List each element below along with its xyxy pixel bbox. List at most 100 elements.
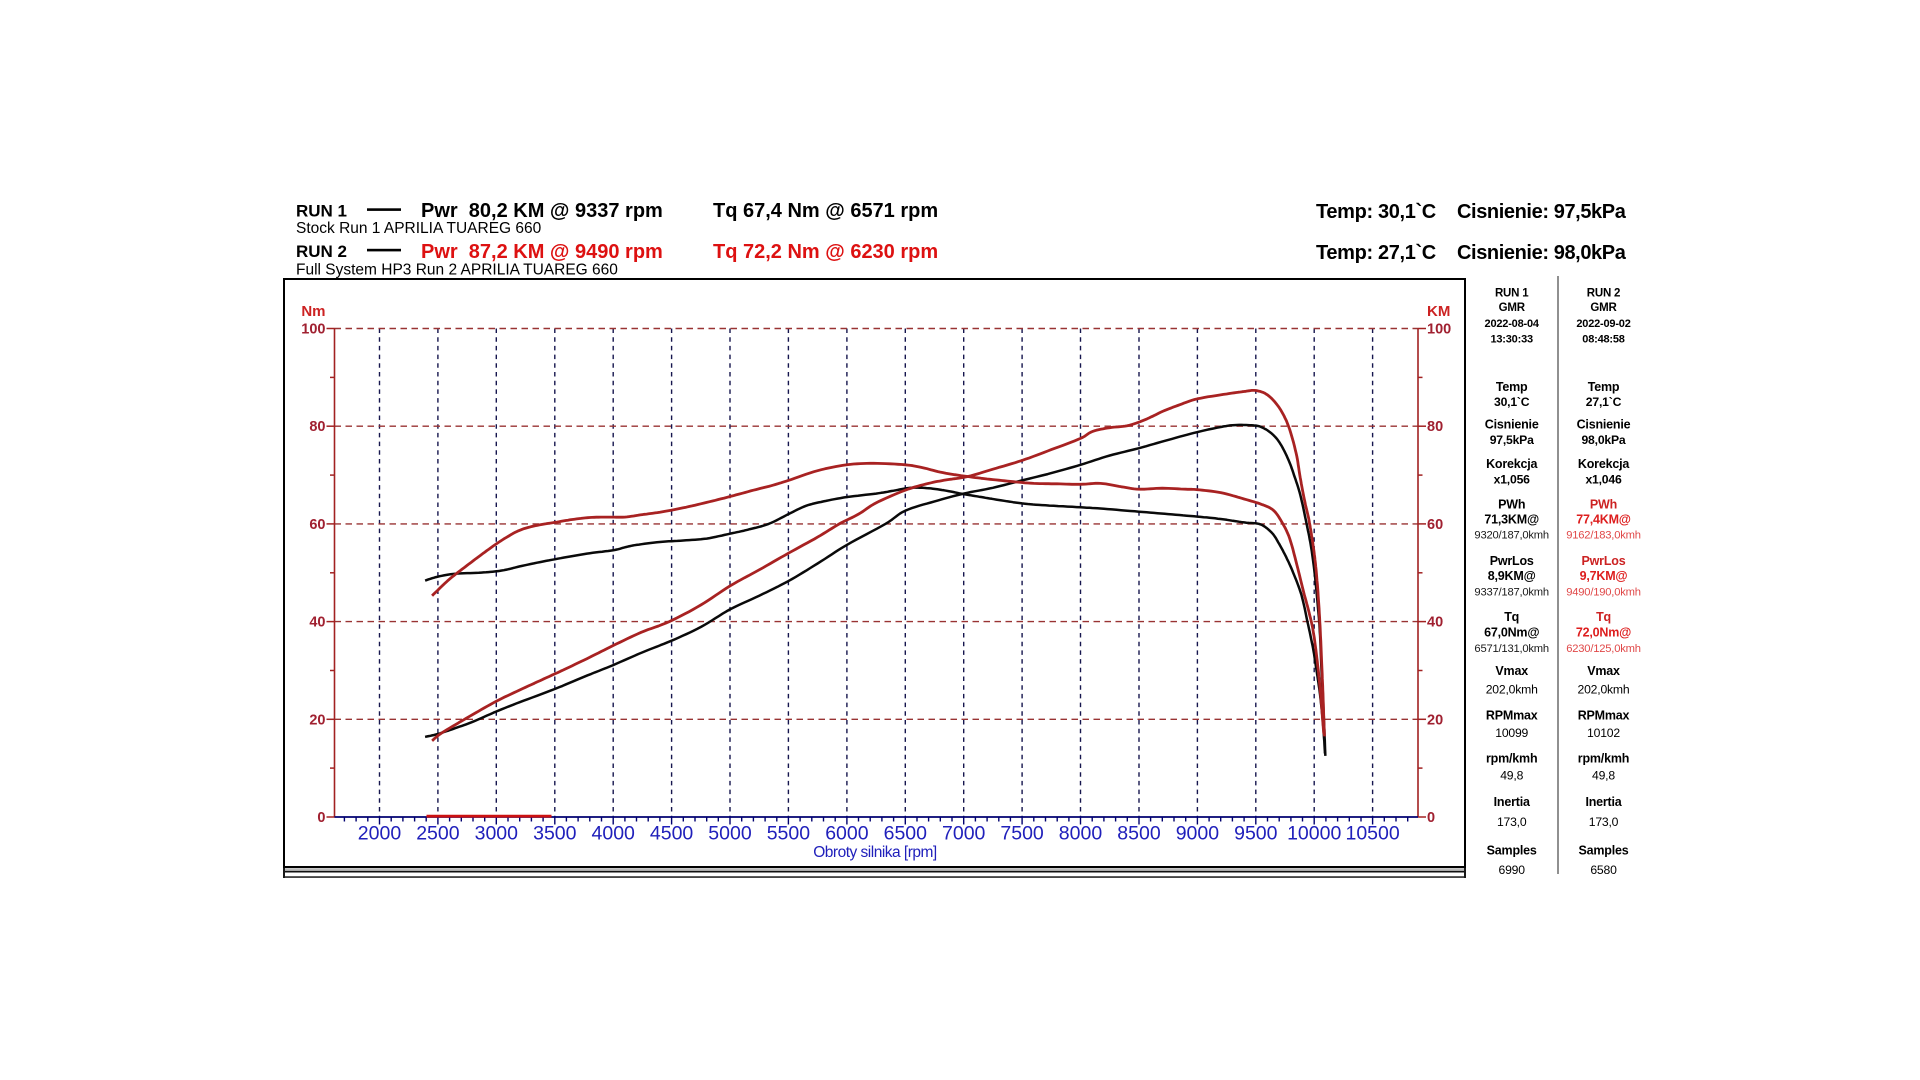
svg-text:9000: 9000 xyxy=(1176,823,1220,845)
svg-text:72,0Nm@: 72,0Nm@ xyxy=(1576,626,1631,640)
svg-text:80: 80 xyxy=(1427,419,1443,435)
svg-text:27,1`C: 27,1`C xyxy=(1586,395,1622,409)
svg-text:8500: 8500 xyxy=(1117,823,1161,845)
svg-text:PwrLos: PwrLos xyxy=(1490,554,1534,568)
svg-text:2500: 2500 xyxy=(416,823,460,845)
svg-text:6000: 6000 xyxy=(825,823,869,845)
svg-text:RUN 1: RUN 1 xyxy=(1495,288,1529,300)
svg-text:6571/131,0kmh: 6571/131,0kmh xyxy=(1474,643,1549,655)
svg-text:Korekcja: Korekcja xyxy=(1486,457,1538,471)
svg-text:173,0: 173,0 xyxy=(1589,815,1619,829)
svg-text:2022-08-04: 2022-08-04 xyxy=(1485,318,1540,330)
svg-text:Obroty silnika [rpm]: Obroty silnika [rpm] xyxy=(813,844,937,861)
svg-text:Full System HP3 Run 2 APRILIA: Full System HP3 Run 2 APRILIA TUAREG 660 xyxy=(296,262,618,279)
svg-text:2000: 2000 xyxy=(358,823,402,845)
svg-text:x1,046: x1,046 xyxy=(1585,473,1621,487)
svg-text:6580: 6580 xyxy=(1590,863,1617,877)
svg-text:PWh: PWh xyxy=(1498,498,1525,512)
svg-text:Tq: Tq xyxy=(1504,610,1519,624)
svg-text:PWh: PWh xyxy=(1590,498,1617,512)
svg-text:0: 0 xyxy=(317,810,325,826)
svg-text:67,0Nm@: 67,0Nm@ xyxy=(1484,626,1539,640)
svg-text:Temp: Temp xyxy=(1588,380,1620,394)
svg-text:10102: 10102 xyxy=(1587,726,1620,740)
svg-text:Korekcja: Korekcja xyxy=(1578,457,1630,471)
svg-text:RUN 2: RUN 2 xyxy=(1587,288,1621,300)
svg-text:6500: 6500 xyxy=(884,823,928,845)
svg-text:80: 80 xyxy=(309,419,325,435)
svg-text:KM: KM xyxy=(1427,303,1450,320)
svg-text:9162/183,0kmh: 9162/183,0kmh xyxy=(1566,530,1641,542)
svg-text:Samples: Samples xyxy=(1578,844,1628,858)
svg-text:Tq 67,4 Nm @ 6571 rpm: Tq 67,4 Nm @ 6571 rpm xyxy=(713,200,938,222)
svg-text:10000: 10000 xyxy=(1287,823,1341,845)
svg-text:RUN 1: RUN 1 xyxy=(296,202,347,221)
svg-text:08:48:58: 08:48:58 xyxy=(1582,334,1625,346)
svg-text:GMR: GMR xyxy=(1499,302,1526,314)
svg-text:RPMmax: RPMmax xyxy=(1486,708,1538,722)
svg-text:Nm: Nm xyxy=(301,303,325,320)
svg-text:3000: 3000 xyxy=(475,823,519,845)
svg-text:5000: 5000 xyxy=(708,823,752,845)
svg-text:8000: 8000 xyxy=(1059,823,1103,845)
svg-text:Vmax: Vmax xyxy=(1495,664,1528,678)
svg-text:rpm/kmh: rpm/kmh xyxy=(1486,752,1537,766)
svg-text:2022-09-02: 2022-09-02 xyxy=(1576,318,1630,330)
svg-text:Pwr 80,2 KM @ 9337 rpm: Pwr 80,2 KM @ 9337 rpm xyxy=(421,200,663,222)
svg-text:10099: 10099 xyxy=(1495,726,1528,740)
svg-text:5500: 5500 xyxy=(767,823,811,845)
svg-text:202,0kmh: 202,0kmh xyxy=(1486,682,1538,696)
svg-text:Temp: 30,1`C: Temp: 30,1`C xyxy=(1316,201,1436,223)
svg-text:7500: 7500 xyxy=(1000,823,1044,845)
svg-text:4000: 4000 xyxy=(592,823,636,845)
svg-text:Vmax: Vmax xyxy=(1587,664,1620,678)
svg-text:202,0kmh: 202,0kmh xyxy=(1578,682,1630,696)
svg-text:100: 100 xyxy=(1427,322,1451,338)
svg-text:Cisnienie: Cisnienie xyxy=(1577,418,1631,432)
svg-text:Inertia: Inertia xyxy=(1585,795,1622,809)
svg-text:PwrLos: PwrLos xyxy=(1582,554,1626,568)
svg-text:13:30:33: 13:30:33 xyxy=(1490,334,1533,346)
svg-text:173,0: 173,0 xyxy=(1497,815,1527,829)
svg-text:97,5kPa: 97,5kPa xyxy=(1490,433,1534,447)
svg-text:100: 100 xyxy=(301,322,325,338)
svg-text:40: 40 xyxy=(309,615,325,631)
svg-text:9320/187,0kmh: 9320/187,0kmh xyxy=(1474,530,1549,542)
svg-text:Temp: 27,1`C: Temp: 27,1`C xyxy=(1316,242,1436,264)
svg-text:Samples: Samples xyxy=(1487,844,1537,858)
svg-text:9500: 9500 xyxy=(1234,823,1278,845)
svg-text:Cisnienie: 97,5kPa: Cisnienie: 97,5kPa xyxy=(1457,201,1627,223)
svg-text:49,8: 49,8 xyxy=(1592,768,1615,782)
svg-text:Cisnienie: Cisnienie xyxy=(1485,418,1539,432)
svg-text:GMR: GMR xyxy=(1590,302,1617,314)
svg-text:20: 20 xyxy=(309,712,325,728)
svg-text:0: 0 xyxy=(1427,810,1435,826)
svg-text:40: 40 xyxy=(1427,615,1443,631)
svg-text:98,0kPa: 98,0kPa xyxy=(1581,433,1625,447)
svg-text:Pwr 87,2 KM @ 9490 rpm: Pwr 87,2 KM @ 9490 rpm xyxy=(421,241,663,263)
svg-text:Tq: Tq xyxy=(1596,610,1611,624)
svg-text:Inertia: Inertia xyxy=(1494,795,1531,809)
svg-text:Temp: Temp xyxy=(1496,380,1528,394)
svg-text:60: 60 xyxy=(1427,517,1443,533)
svg-text:7000: 7000 xyxy=(942,823,986,845)
svg-text:Cisnienie: 98,0kPa: Cisnienie: 98,0kPa xyxy=(1457,242,1627,264)
svg-text:30,1`C: 30,1`C xyxy=(1494,395,1530,409)
svg-text:RPMmax: RPMmax xyxy=(1578,708,1630,722)
svg-text:RUN 2: RUN 2 xyxy=(296,242,347,261)
svg-text:49,8: 49,8 xyxy=(1500,768,1523,782)
svg-text:x1,056: x1,056 xyxy=(1494,473,1530,487)
svg-text:6990: 6990 xyxy=(1499,863,1526,877)
svg-text:60: 60 xyxy=(309,517,325,533)
svg-text:4500: 4500 xyxy=(650,823,694,845)
svg-text:10500: 10500 xyxy=(1345,823,1399,845)
svg-text:6230/125,0kmh: 6230/125,0kmh xyxy=(1566,643,1641,655)
svg-text:Stock Run 1 APRILIA TUAREG 660: Stock Run 1 APRILIA TUAREG 660 xyxy=(296,220,542,237)
svg-text:8,9KM@: 8,9KM@ xyxy=(1488,569,1536,583)
svg-text:77,4KM@: 77,4KM@ xyxy=(1576,513,1631,527)
svg-text:9490/190,0kmh: 9490/190,0kmh xyxy=(1566,587,1641,599)
svg-text:20: 20 xyxy=(1427,712,1443,728)
svg-text:3500: 3500 xyxy=(533,823,577,845)
svg-text:rpm/kmh: rpm/kmh xyxy=(1578,752,1629,766)
svg-text:9,7KM@: 9,7KM@ xyxy=(1580,569,1628,583)
